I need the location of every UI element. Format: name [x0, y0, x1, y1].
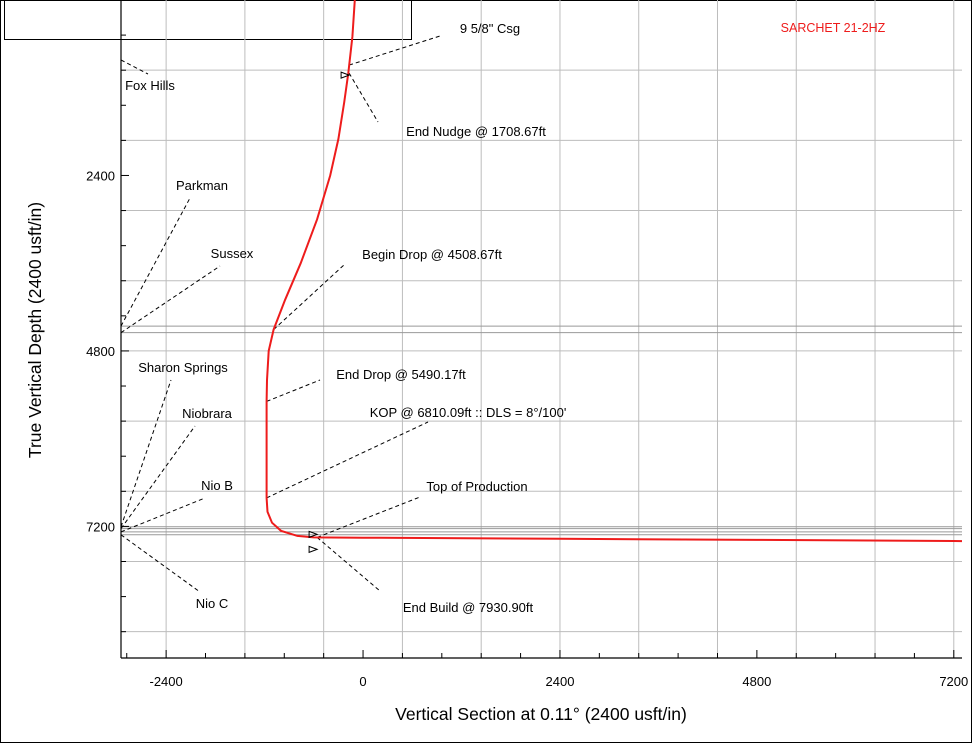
x-axis-label: Vertical Section at 0.11° (2400 usft/in): [395, 704, 687, 724]
annotation-leader: [316, 536, 381, 592]
formation-leader: [120, 59, 149, 75]
annotation-label: End Nudge @ 1708.67ft: [406, 124, 546, 139]
formation-label: Fox Hills: [125, 78, 175, 93]
formation-label: Nio C: [196, 596, 229, 611]
formation-lines: [121, 325, 962, 536]
x-tick-label: -2400: [150, 674, 183, 689]
annotation-label: End Drop @ 5490.17ft: [336, 367, 466, 382]
annotation-leader: [266, 421, 429, 499]
labels: Fox Hills Parkman Sussex Sharon Springs Niob…: [86, 21, 968, 689]
formation-label: Niobrara: [182, 406, 233, 421]
annotation-leader: [348, 35, 441, 66]
x-tick-label: 2400: [546, 674, 575, 689]
annotation-leader: [316, 496, 421, 538]
annotation-label: Top of Production: [426, 479, 527, 494]
formation-leader: [120, 534, 201, 593]
casing-marker: [340, 71, 351, 79]
annotation-label: Begin Drop @ 4508.67ft: [362, 247, 502, 262]
annotation-label: KOP @ 6810.09ft :: DLS = 8°/100': [370, 405, 567, 420]
x-tick-label: 0: [359, 674, 366, 689]
annotation-leader: [273, 263, 346, 331]
build-marker-lower: [308, 545, 319, 554]
formation-label: Sharon Springs: [138, 360, 228, 375]
formation-leader: [120, 265, 221, 334]
annotation-leader: [348, 72, 379, 123]
build-marker: [308, 530, 319, 539]
y-tick-label: 7200: [86, 519, 115, 534]
legend-box: [4, 0, 412, 40]
well-path-layer: [265, 0, 963, 554]
annotation-leader: [266, 379, 321, 402]
x-tick-label: 4800: [742, 674, 771, 689]
annotation-leaders: [120, 35, 441, 593]
well-path: [265, 0, 963, 543]
y-axis-label: True Vertical Depth (2400 usft/in): [25, 202, 45, 458]
y-tick-label: 2400: [86, 168, 115, 183]
grid: [121, 0, 962, 658]
axes: [120, 0, 962, 659]
x-tick-label: 7200: [939, 674, 968, 689]
annotation-label: 9 5/8" Csg: [460, 21, 520, 36]
formation-leader: [120, 425, 196, 529]
formation-leader: [120, 197, 191, 327]
formation-label: Sussex: [211, 246, 254, 261]
y-tick-label: 4800: [86, 344, 115, 359]
formation-leader: [120, 497, 206, 533]
formation-label: Nio B: [201, 478, 233, 493]
well-name-label: SARCHET 21-2HZ: [781, 21, 886, 35]
formation-leader: [120, 379, 172, 527]
formation-label: Parkman: [176, 178, 228, 193]
annotation-label: End Build @ 7930.90ft: [403, 600, 534, 615]
